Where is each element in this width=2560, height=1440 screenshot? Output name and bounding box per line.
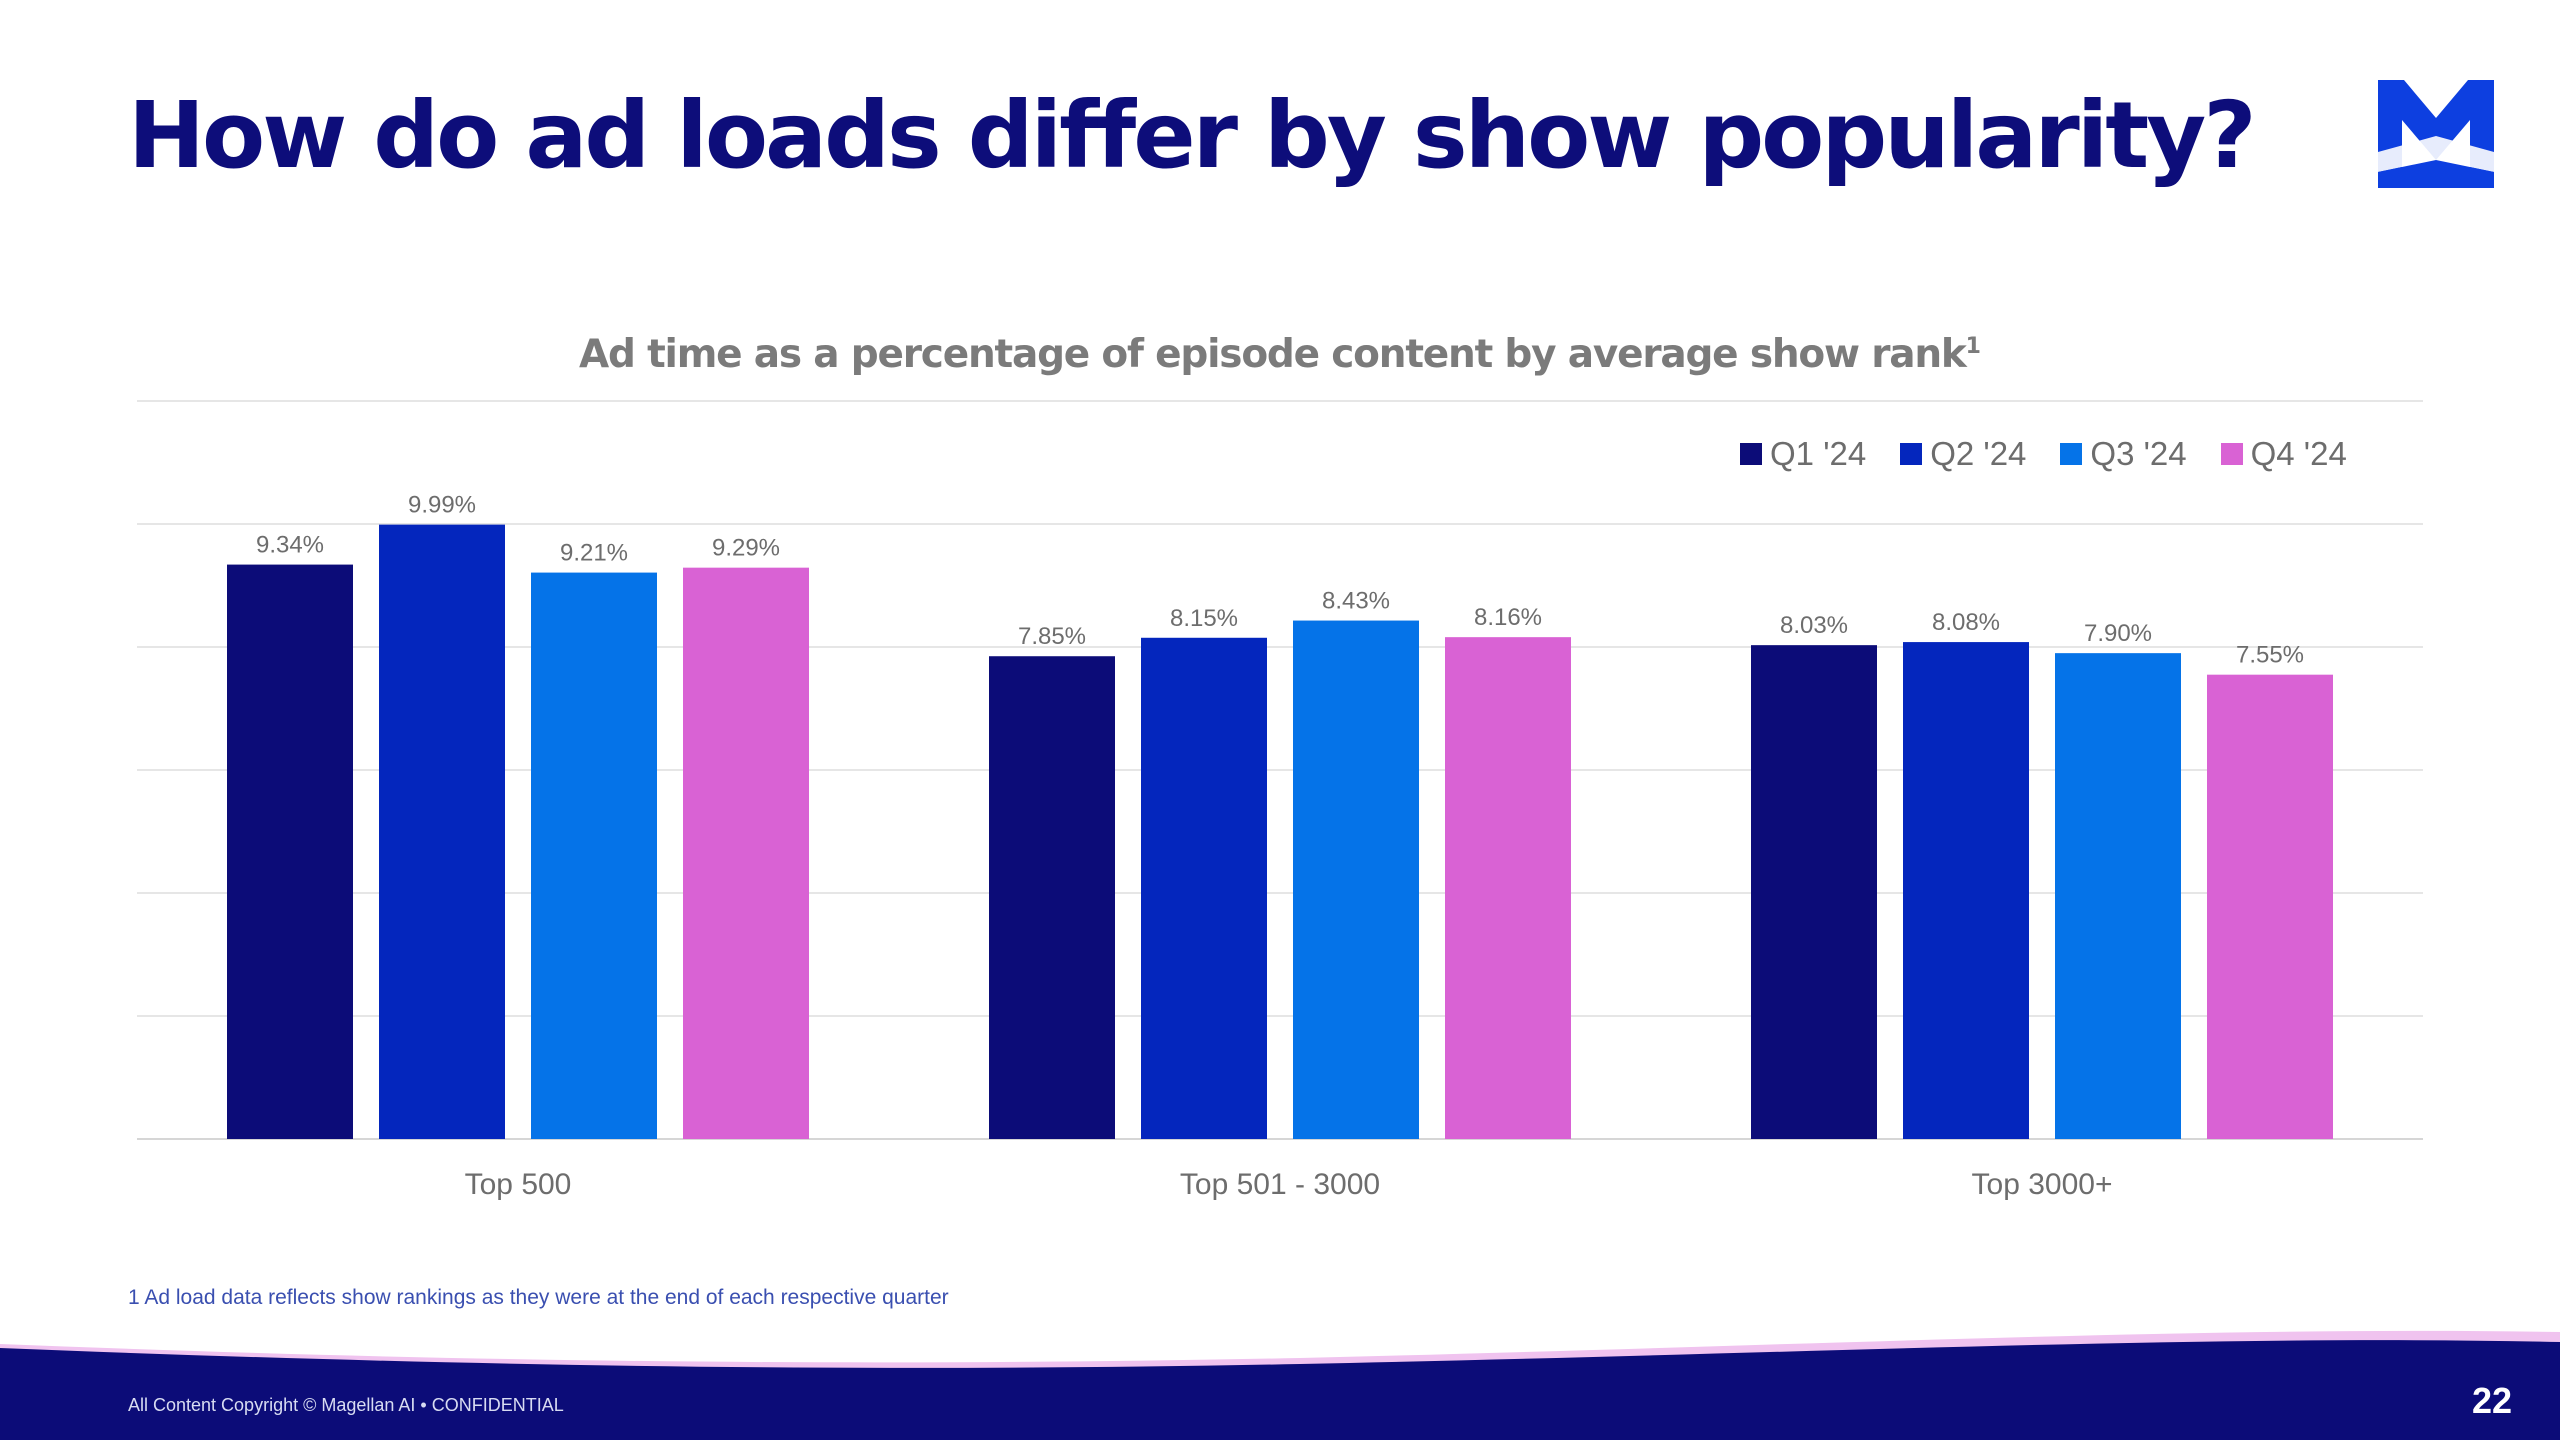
chart-title-text: Ad time as a percentage of episode conte… <box>579 332 1967 377</box>
data-label: 7.85% <box>1018 623 1086 650</box>
chart-title-footnote-marker: 1 <box>1965 334 1981 359</box>
bar-3-q4 <box>2207 674 2333 1139</box>
page-title: How do ad loads differ by show popularit… <box>128 82 2257 189</box>
bar-1-q3 <box>531 572 657 1139</box>
legend-label-q2: Q2 '24 <box>1930 435 2027 472</box>
legend-swatch-q1 <box>1740 443 1762 465</box>
x-tick-label: Top 3000+ <box>1972 1168 2113 1201</box>
chart-legend: Q1 '24 Q2 '24 Q3 '24 Q4 '24 <box>1740 432 2347 476</box>
legend-item-q1: Q1 '24 <box>1740 435 1866 473</box>
bar-chart: 9.34% 9.99% 9.21% 9.29% Top 500 7.85% 8.15% 8.4… <box>137 400 2423 1201</box>
legend-item-q2: Q2 '24 <box>1900 435 2026 473</box>
x-tick-label: Top 500 <box>465 1168 572 1201</box>
legend-item-q4: Q4 '24 <box>2220 435 2347 473</box>
data-label: 9.34% <box>256 532 324 559</box>
bar-1-q4 <box>683 567 809 1139</box>
bar-2-q4 <box>1445 637 1571 1139</box>
bar-group-1: 9.34% 9.99% 9.21% 9.29% <box>227 492 809 1139</box>
bar-1-q2 <box>379 524 505 1139</box>
bar-2-q1 <box>989 656 1115 1139</box>
legend-swatch-q4 <box>2220 443 2243 465</box>
data-label: 9.21% <box>560 540 628 567</box>
bar-3-q3 <box>2055 653 2181 1139</box>
data-label: 8.15% <box>1170 605 1238 632</box>
legend-label-q3: Q3 '24 <box>2090 435 2187 472</box>
x-tick-label: Top 501 - 3000 <box>1180 1168 1380 1201</box>
legend-label-q4: Q4 '24 <box>2250 435 2347 472</box>
magellan-logo: M <box>2378 80 2494 188</box>
data-label: 9.99% <box>408 492 476 519</box>
copyright-text: All Content Copyright © Magellan AI • CO… <box>128 1395 564 1415</box>
page-number: 22 <box>2471 1380 2512 1421</box>
footer-wave <box>0 1330 2560 1440</box>
data-label: 8.16% <box>1474 604 1542 631</box>
bar-3-q1 <box>1751 645 1877 1139</box>
data-label: 8.43% <box>1322 588 1390 615</box>
data-label: 8.03% <box>1780 612 1848 639</box>
legend-item-q3: Q3 '24 <box>2060 435 2187 473</box>
chart-title: Ad time as a percentage of episode conte… <box>0 332 2560 377</box>
bar-3-q2 <box>1903 642 2029 1139</box>
bar-group-2: 7.85% 8.15% 8.43% 8.16% <box>989 588 1571 1139</box>
legend-swatch-q3 <box>2060 443 2083 465</box>
data-label: 7.55% <box>2236 642 2304 669</box>
bar-2-q3 <box>1293 620 1419 1139</box>
bar-2-q2 <box>1141 637 1267 1139</box>
bar-1-q1 <box>227 564 353 1139</box>
gridlines <box>137 400 2423 1140</box>
data-label: 9.29% <box>712 535 780 562</box>
data-label: 8.08% <box>1932 609 2000 636</box>
legend-label-q1: Q1 '24 <box>1770 435 1867 472</box>
footnote: 1 Ad load data reflects show rankings as… <box>128 1286 949 1309</box>
bar-group-3: 8.03% 8.08% 7.90% 7.55% <box>1751 609 2333 1139</box>
data-label: 7.90% <box>2084 620 2152 647</box>
legend-swatch-q2 <box>1900 443 1923 465</box>
